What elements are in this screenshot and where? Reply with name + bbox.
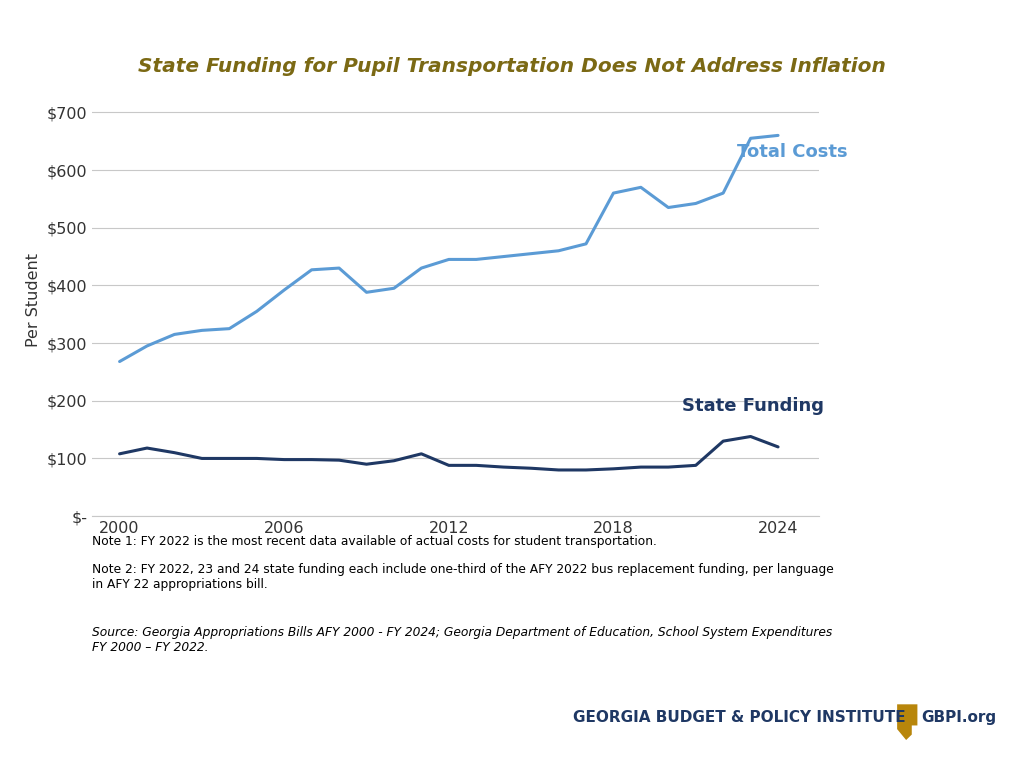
Text: Total Costs: Total Costs [737,143,848,162]
Text: Source: Georgia Appropriations Bills AFY 2000 - FY 2024; Georgia Department of E: Source: Georgia Appropriations Bills AFY… [92,626,833,654]
Text: State Funding for Pupil Transportation Does Not Address Inflation: State Funding for Pupil Transportation D… [138,57,886,76]
Polygon shape [897,704,918,740]
Text: Note 2: FY 2022, 23 and 24 state funding each include one-third of the AFY 2022 : Note 2: FY 2022, 23 and 24 state funding… [92,563,834,591]
Text: GBPI.org: GBPI.org [922,710,996,725]
Y-axis label: Per Student: Per Student [26,253,41,347]
Text: GEORGIA BUDGET & POLICY INSTITUTE: GEORGIA BUDGET & POLICY INSTITUTE [573,710,906,725]
Text: State Funding: State Funding [682,397,824,415]
Text: Note 1: FY 2022 is the most recent data available of actual costs for student tr: Note 1: FY 2022 is the most recent data … [92,535,657,548]
